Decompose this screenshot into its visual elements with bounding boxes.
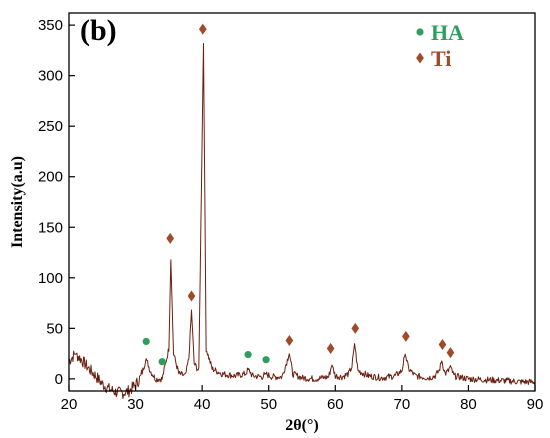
y-tick-label: 0: [55, 371, 63, 388]
legend-label-ti: Ti: [431, 46, 451, 71]
plot-area: [68, 23, 536, 400]
ha-peak-marker: [158, 358, 166, 366]
y-axis: 0 50 100 150 200 250 300 350: [38, 17, 75, 388]
ha-peak-marker: [244, 351, 252, 359]
x-axis: 20 30 40 50 60 70 80 90: [61, 385, 544, 413]
ti-peak-marker: [285, 334, 294, 346]
y-tick-label: 50: [46, 320, 63, 337]
y-tick-label: 350: [38, 17, 63, 34]
y-tick-label: 200: [38, 169, 63, 186]
y-axis-title: Intensity(a.u): [9, 156, 26, 248]
ti-peak-marker: [351, 322, 360, 334]
x-tick-label: 50: [260, 396, 277, 413]
x-tick-label: 90: [527, 396, 544, 413]
ha-peak-marker: [262, 356, 270, 364]
ti-peak-marker: [446, 347, 455, 359]
ha-peak-marker: [142, 337, 150, 346]
x-tick-label: 30: [127, 396, 144, 413]
y-tick-label: 250: [38, 118, 63, 135]
panel-label: (b): [80, 14, 117, 47]
y-tick-label: 100: [38, 270, 63, 287]
y-tick-label: 300: [38, 68, 63, 85]
ti-peak-marker: [166, 232, 175, 244]
legend-ha-marker: [416, 28, 424, 36]
ti-peak-marker: [326, 343, 335, 355]
y-tick-label: 150: [38, 219, 63, 236]
ti-peak-marker: [198, 23, 207, 35]
x-tick-label: 80: [460, 396, 477, 413]
x-tick-label: 20: [61, 396, 78, 413]
legend-ti-marker: [416, 52, 424, 64]
x-tick-label: 60: [327, 396, 344, 413]
ti-peak-marker: [402, 330, 410, 342]
x-tick-label: 70: [394, 396, 411, 413]
ti-peak-marker: [187, 290, 196, 302]
xrd-pattern-line: [68, 43, 536, 400]
legend-label-ha: HA: [431, 20, 464, 45]
ti-peak-marker: [438, 339, 447, 351]
x-axis-title: 2θ(°): [285, 417, 318, 434]
x-tick-label: 40: [194, 396, 211, 413]
plot-frame: [68, 12, 536, 392]
